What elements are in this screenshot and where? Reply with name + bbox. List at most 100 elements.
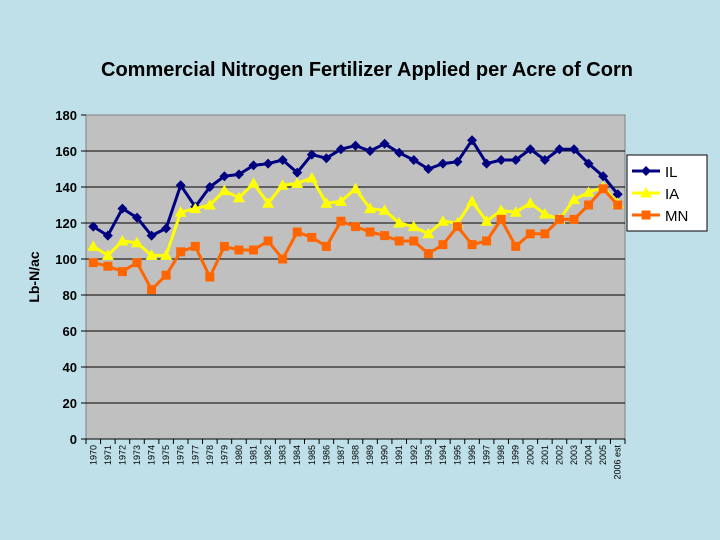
legend-marker-mn — [641, 210, 651, 220]
x-tick-label: 1999 — [511, 445, 521, 465]
data-point-ia — [524, 197, 537, 208]
data-point-ia — [218, 184, 231, 196]
data-point-il — [467, 135, 478, 146]
series-ia — [87, 172, 624, 260]
data-point-il — [161, 223, 172, 234]
data-point-mn — [540, 229, 550, 239]
data-point-il — [335, 144, 346, 155]
data-point-mn — [467, 240, 477, 250]
x-tick-label: 2000 — [525, 445, 535, 465]
data-point-ia — [334, 195, 347, 206]
data-point-mn — [190, 241, 200, 251]
data-point-mn — [569, 214, 579, 224]
data-point-mn — [380, 231, 390, 241]
x-tick-label: 1979 — [219, 445, 229, 465]
data-point-il — [423, 164, 434, 174]
data-point-il — [350, 140, 361, 151]
data-point-il — [554, 144, 565, 155]
y-tick-label: 100 — [55, 252, 77, 267]
data-point-ia — [495, 204, 508, 215]
y-tick-label: 60 — [63, 324, 77, 339]
data-point-il — [263, 158, 274, 169]
data-point-ia — [582, 186, 595, 197]
data-point-il — [408, 155, 419, 165]
y-tick-label: 180 — [55, 108, 77, 123]
data-point-il — [569, 144, 580, 155]
x-tick-label: 1975 — [161, 445, 171, 465]
y-tick-label: 40 — [63, 360, 77, 375]
data-point-mn — [161, 270, 171, 280]
data-point-ia — [349, 182, 362, 194]
data-point-mn — [103, 261, 113, 271]
data-point-mn — [205, 272, 215, 282]
data-point-mn — [409, 236, 419, 246]
data-point-ia — [291, 177, 304, 188]
y-tick-label: 120 — [55, 216, 77, 231]
data-point-mn — [554, 214, 564, 224]
data-point-il — [175, 180, 186, 191]
data-point-il — [102, 230, 113, 241]
data-point-ia — [130, 236, 143, 248]
legend-marker-ia — [640, 187, 652, 198]
data-point-il — [233, 169, 244, 180]
plot-area — [85, 114, 626, 440]
x-tick-label: 1983 — [278, 445, 288, 465]
chart-title: Commercial Nitrogen Fertilizer Applied p… — [101, 59, 633, 81]
data-point-ia — [174, 206, 187, 217]
data-point-il — [292, 167, 303, 178]
x-tick-label: 1987 — [336, 445, 346, 465]
data-point-mn — [263, 236, 273, 246]
x-tick-label: 1997 — [482, 445, 492, 465]
data-point-il — [539, 155, 550, 165]
data-point-mn — [336, 216, 346, 226]
data-point-il — [277, 155, 288, 165]
y-tick-label: 0 — [70, 432, 77, 447]
x-tick-label: 1994 — [438, 445, 448, 465]
x-tick-label: 1985 — [307, 445, 317, 465]
y-tick-label: 80 — [63, 288, 77, 303]
data-point-mn — [117, 267, 127, 277]
data-point-ia — [305, 172, 318, 183]
data-point-ia — [466, 195, 479, 206]
data-point-mn — [88, 258, 98, 268]
data-point-il — [146, 230, 157, 241]
data-point-mn — [496, 214, 506, 224]
legend: IL IA MN — [626, 154, 708, 232]
x-tick-label: 1973 — [132, 445, 142, 465]
data-point-ia — [276, 179, 289, 190]
x-tick-label: 1986 — [321, 445, 331, 465]
x-tick-label: 1990 — [380, 445, 390, 465]
data-point-mn — [351, 222, 360, 232]
data-point-ia — [436, 215, 449, 226]
x-tick-label: 2005 — [598, 445, 608, 465]
data-point-mn — [307, 232, 317, 242]
data-point-il — [583, 158, 594, 169]
data-point-ia — [247, 177, 260, 188]
x-tick-label: 1974 — [147, 445, 157, 465]
y-tick-label: 20 — [63, 396, 77, 411]
data-point-ia — [145, 249, 158, 260]
series-layer — [87, 135, 624, 295]
data-point-mn — [438, 240, 448, 250]
data-point-mn — [452, 222, 462, 232]
x-tick-label: 2006 est — [613, 445, 623, 480]
data-point-il — [496, 155, 507, 165]
data-point-ia — [538, 208, 551, 219]
data-point-il — [306, 149, 317, 160]
data-point-il — [612, 189, 623, 200]
data-point-mn — [394, 236, 404, 246]
legend-marker-il — [641, 166, 651, 176]
data-point-ia — [320, 197, 333, 208]
data-point-ia — [160, 249, 173, 260]
data-point-mn — [511, 241, 521, 251]
data-point-ia — [393, 217, 406, 228]
data-point-ia — [87, 240, 100, 251]
x-tick-label: 1988 — [351, 445, 361, 465]
legend-label-mn: MN — [665, 208, 688, 225]
x-tick-label: 1993 — [423, 445, 433, 465]
x-tick-label: 2003 — [569, 445, 579, 465]
data-point-ia — [203, 199, 216, 210]
series-mn — [88, 184, 623, 295]
data-point-ia — [568, 193, 581, 205]
